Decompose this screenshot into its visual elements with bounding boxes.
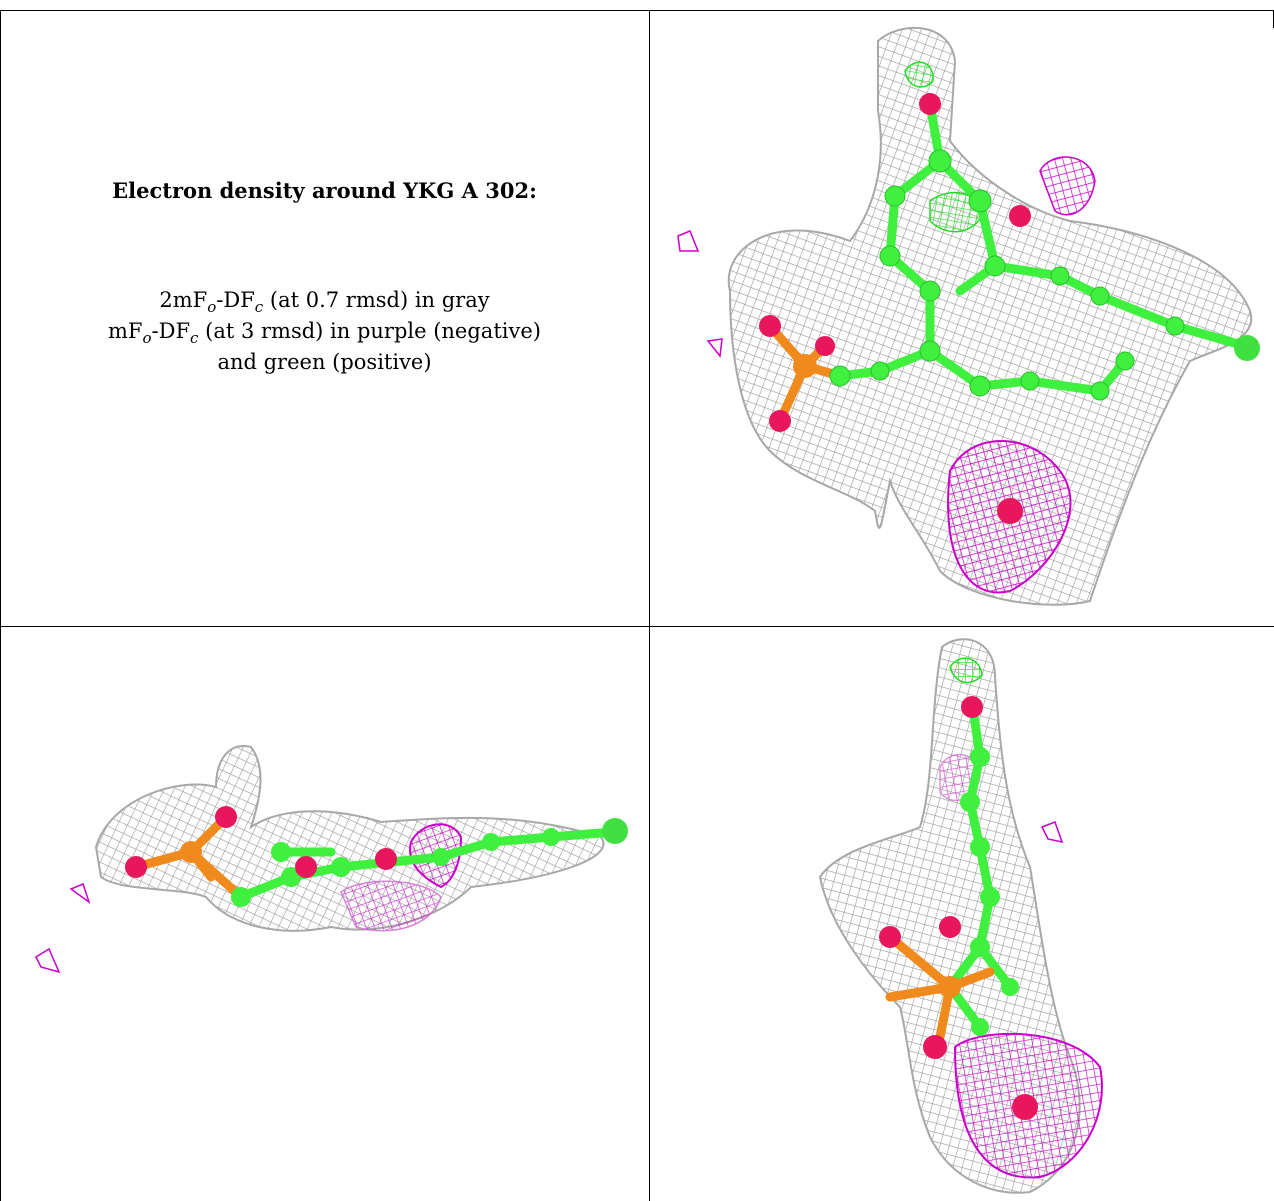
- frame-divider-vertical: [649, 10, 650, 1201]
- density-negative-fragment-2: [706, 338, 723, 358]
- density-negative-fragment-1: [677, 230, 700, 252]
- caption-line2-suffix: (at 3 rmsd) in purple (negative): [198, 319, 541, 343]
- density-negative-mesh-small: [1039, 156, 1096, 216]
- caption-line1-suffix: (at 0.7 rmsd) in gray: [263, 288, 490, 312]
- chlorine-atom: [602, 818, 628, 844]
- frame-top: [0, 10, 1274, 11]
- density-2fofc-mesh: [727, 27, 1253, 606]
- caption-line-fofc: mFo-DFc (at 3 rmsd) in purple (negative): [0, 316, 649, 354]
- caption-line1-sub-o: o: [207, 298, 217, 317]
- caption-line1-mid: -DF: [216, 288, 255, 312]
- carbon-atoms: [960, 747, 1019, 1036]
- side-view-panel: [1, 627, 649, 1201]
- top-view-panel: [650, 11, 1273, 626]
- caption-line-2fofc: 2mFo-DFc (at 0.7 rmsd) in gray: [0, 285, 649, 323]
- caption-line2-sub-o: o: [142, 329, 152, 348]
- carbon-atoms: [231, 828, 560, 907]
- end-view-panel: [650, 627, 1273, 1201]
- density-negative-fragment-2: [35, 947, 61, 974]
- chlorine-atom: [1234, 335, 1260, 361]
- density-negative-fragment: [1040, 821, 1064, 844]
- carbon-atoms: [829, 149, 1185, 401]
- frame-divider-horizontal-right: [633, 626, 1274, 627]
- oxygen-atoms: [759, 93, 1031, 524]
- density-negative-fragment-1: [69, 882, 91, 904]
- caption-line2-prefix: mF: [108, 319, 143, 343]
- caption-line2-mid: -DF: [151, 319, 191, 343]
- caption-line2-sub-c: c: [190, 329, 199, 348]
- top-view-render: [677, 27, 1260, 606]
- phosphorus-atom: [939, 976, 961, 998]
- caption-line1-sub-c: c: [254, 298, 264, 317]
- phosphorus-atom: [793, 354, 817, 378]
- oxygen-atoms: [125, 806, 397, 878]
- oxygen-atoms: [879, 696, 1038, 1120]
- caption-line-colors: and green (positive): [217, 350, 432, 374]
- caption-line1-prefix: 2mF: [159, 288, 208, 312]
- caption-panel: Electron density around YKG A 302: 2mFo-…: [0, 10, 649, 636]
- density-positive-mesh-top: [949, 657, 983, 684]
- frame-divider-horizontal-left: [0, 626, 649, 627]
- frame-left: [0, 10, 1, 1201]
- density-positive-mesh-top: [904, 61, 934, 88]
- phosphorus-atom: [180, 841, 202, 863]
- end-view-render: [818, 638, 1103, 1194]
- density-negative-mesh-lower: [340, 880, 442, 932]
- side-view-render: [35, 745, 628, 974]
- caption-title: Electron density around YKG A 302:: [112, 178, 537, 203]
